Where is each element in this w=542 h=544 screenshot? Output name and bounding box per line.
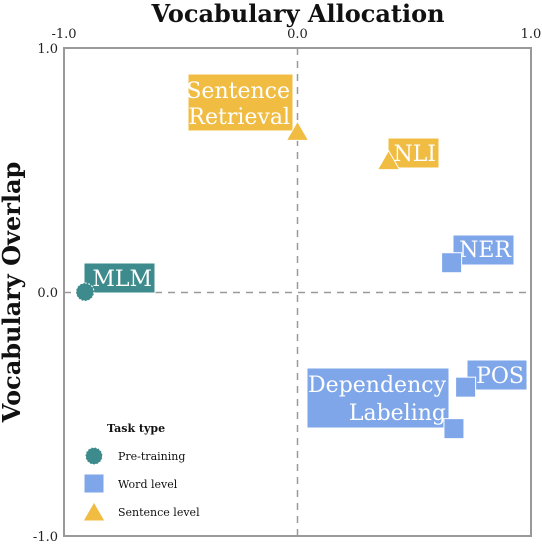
y-tick-label: 0.0 <box>37 286 58 301</box>
y-tick-label: 1.0 <box>37 42 58 57</box>
x-tick-label: 0.0 <box>287 27 308 42</box>
data-point-nli <box>376 149 401 171</box>
point-label-dependency-labeling: Dependency Labeling <box>306 367 450 429</box>
point-label-ner: NER <box>452 234 515 266</box>
x-tick-label: -1.0 <box>51 27 76 42</box>
legend-marker-word-level <box>83 473 105 494</box>
data-point-sentence-retrieval <box>285 120 310 141</box>
svg-text:Retrieval: Retrieval <box>188 105 290 130</box>
y-axis-label: Vocabulary Overlap <box>0 162 26 424</box>
svg-text:MLM: MLM <box>92 267 152 292</box>
svg-text:NLI: NLI <box>393 142 436 167</box>
data-point-mlm <box>75 282 95 302</box>
svg-text:Sentence: Sentence <box>186 79 290 104</box>
markers <box>75 120 477 440</box>
legend-title: Task type <box>107 422 165 435</box>
data-point-dependency-labeling <box>443 418 465 440</box>
y-tick-label: -1.0 <box>33 530 58 544</box>
svg-text:NER: NER <box>459 238 512 263</box>
legend: Task type Pre-training Word level Senten… <box>82 422 200 522</box>
legend-label: Sentence level <box>118 506 200 519</box>
svg-text:Dependency: Dependency <box>308 373 447 398</box>
point-label-mlm: MLM <box>83 262 156 294</box>
point-label-pos: POS <box>466 359 528 391</box>
legend-marker-sentence-level <box>82 501 106 522</box>
point-label-sentence-retrieval: Sentence Retrieval <box>186 73 294 132</box>
data-point-pos <box>455 376 477 398</box>
legend-label: Word level <box>118 478 178 491</box>
svg-text:POS: POS <box>476 364 524 389</box>
chart-title: Vocabulary Allocation <box>150 0 444 28</box>
svg-text:Labeling: Labeling <box>349 401 446 426</box>
x-tick-label: 1.0 <box>521 27 542 42</box>
data-point-ner <box>441 252 463 274</box>
legend-marker-pre-training <box>85 447 103 465</box>
legend-label: Pre-training <box>118 450 185 463</box>
